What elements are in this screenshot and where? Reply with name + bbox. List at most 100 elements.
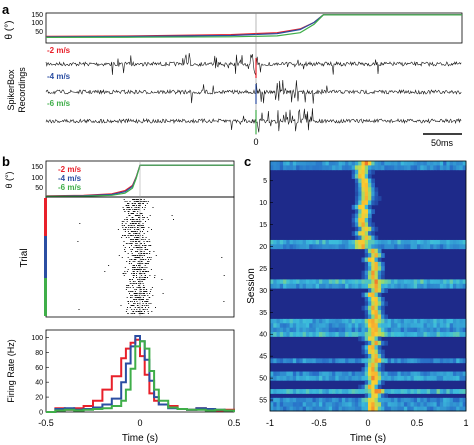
heatmap-cell [371, 257, 375, 263]
heatmap-cell [400, 402, 405, 408]
heatmap-cell [413, 406, 418, 412]
raster-spike [132, 219, 134, 220]
heatmap-cell [361, 165, 366, 171]
heatmap-cell [361, 187, 366, 193]
heatmap-cell [377, 288, 382, 293]
raster-spike [154, 277, 156, 278]
heatmap-cell [420, 244, 424, 250]
heatmap-cell [305, 283, 310, 289]
panel-b-rate-frame [45, 329, 235, 413]
heatmap-cell [371, 402, 375, 408]
heatmap-cell [279, 165, 284, 171]
raster-spike [136, 231, 138, 232]
heatmap-cell [371, 393, 375, 399]
heatmap-cell [354, 209, 359, 215]
heatmap-cell [292, 244, 297, 250]
raster-spike [139, 299, 141, 300]
heatmap-cell [423, 389, 428, 394]
heatmap-cell [368, 371, 372, 377]
raster-spike [145, 301, 147, 302]
heatmap-cell [452, 279, 457, 285]
heatmap-cell [374, 244, 379, 250]
heatmap-cell [400, 318, 405, 324]
heatmap-cell [371, 283, 375, 289]
raster-spike [133, 211, 135, 212]
heatmap-cell [368, 327, 372, 333]
heatmap-cell [332, 323, 336, 329]
raster-spike [143, 209, 145, 210]
heatmap-cell [452, 371, 457, 377]
heatmap-cell [371, 305, 375, 311]
heatmap-cell [381, 380, 385, 386]
heatmap-cell [270, 283, 274, 289]
heatmap-cell [302, 332, 307, 337]
raster-spike [143, 271, 145, 272]
panel-c-xticks: -1 -0.5 0 0.5 1 [266, 418, 469, 428]
heatmap-cell [443, 318, 447, 324]
heatmap-cell [364, 226, 369, 232]
heatmap-cell [384, 165, 388, 171]
heatmap-cell [374, 200, 379, 206]
heatmap-cell [361, 209, 366, 215]
heatmap-cell [374, 191, 379, 197]
heatmap-cell [426, 161, 431, 166]
raster-spike [133, 283, 135, 284]
heatmap-cell [452, 283, 457, 289]
heatmap-cell [368, 196, 372, 201]
panel-b-ytick-50: 50 [35, 185, 43, 192]
heatmap-cell [305, 279, 310, 285]
raster-spike [142, 239, 144, 240]
heatmap-cell [449, 283, 454, 289]
raster-spike [122, 207, 124, 208]
heatmap-cell [420, 165, 424, 171]
heatmap-cell [423, 397, 428, 403]
heatmap-cell [384, 340, 388, 346]
heatmap-cell [371, 244, 375, 250]
heatmap-cell [368, 231, 372, 236]
heatmap-cell [459, 165, 464, 171]
raster-spike [138, 295, 140, 296]
heatmap-cell [325, 371, 330, 377]
heatmap-cell [413, 402, 418, 408]
raster-spike [142, 225, 144, 226]
heatmap-cell [354, 200, 359, 206]
raster-spike [143, 313, 145, 314]
heatmap-cell [384, 301, 388, 307]
heatmap-cell [358, 375, 362, 381]
heatmap-cell [462, 375, 467, 381]
heatmap-cell [433, 406, 437, 412]
heatmap-cell [407, 318, 411, 324]
heatmap-cell [397, 406, 402, 412]
raster-spike [136, 293, 138, 294]
heatmap-cell [315, 375, 320, 381]
trace-label-2ms: -2 m/s [47, 46, 71, 55]
raster-spike [223, 275, 225, 276]
heatmap-cell [413, 332, 418, 337]
heatmap-cell [273, 375, 277, 381]
heatmap-cell [449, 279, 454, 285]
raster-spike [137, 263, 139, 264]
raster-spike [142, 219, 144, 220]
heatmap-cell [289, 332, 294, 337]
heatmap-cell [452, 239, 457, 245]
raster-spike [124, 249, 126, 250]
heatmap-cell [439, 239, 444, 245]
heatmap-cell [462, 397, 467, 403]
heatmap-cell [452, 402, 457, 408]
heatmap-cell [312, 406, 317, 412]
heatmap-cell [400, 239, 405, 245]
heatmap-cell [374, 375, 379, 381]
heatmap-cell [374, 305, 379, 311]
heatmap-cell [354, 161, 359, 166]
heatmap-cell [299, 389, 304, 394]
heatmap-cell [305, 375, 310, 381]
heatmap-cell [361, 213, 366, 219]
raster-spike [149, 251, 151, 252]
rate-xtick-label: 0.5 [228, 418, 241, 428]
heatmap-cell [302, 406, 307, 412]
raster-spike [137, 211, 139, 212]
raster-spike [128, 205, 130, 206]
raster-spike [124, 201, 126, 202]
heatmap-cell [462, 332, 467, 337]
raster-spike [147, 277, 148, 278]
